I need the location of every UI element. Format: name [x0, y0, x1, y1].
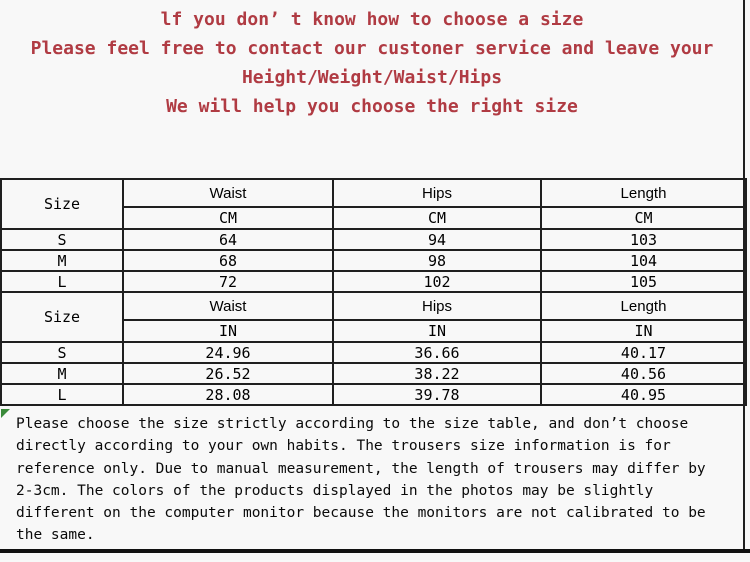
value-cell: 40.17 — [540, 341, 747, 364]
waist-header: Waist — [122, 291, 334, 321]
value-cell: 102 — [332, 270, 542, 293]
table-row: L 72 102 105 — [0, 270, 747, 293]
disclaimer-line-5: different on the computer monitor becaus… — [16, 505, 706, 522]
size-cell: L — [0, 383, 124, 406]
waist-header: Waist — [122, 178, 334, 208]
size-corner-cell: Size — [0, 291, 124, 343]
unit-cell: CM — [332, 206, 542, 230]
hips-header: Hips — [332, 291, 542, 321]
notice-line-1: lf you don’ t know how to choose a size — [160, 9, 584, 30]
value-cell: 104 — [540, 249, 747, 272]
value-cell: 28.08 — [122, 383, 334, 406]
unit-cell: CM — [540, 206, 747, 230]
cell-error-triangle-icon — [1, 409, 10, 418]
size-cell: L — [0, 270, 124, 293]
size-cell: S — [0, 341, 124, 364]
size-cell: S — [0, 228, 124, 251]
value-cell: 24.96 — [122, 341, 334, 364]
value-cell: 105 — [540, 270, 747, 293]
table-row: S 64 94 103 — [0, 228, 747, 251]
disclaimer-line-2: directly according to your own habits. T… — [16, 438, 671, 455]
size-cell: M — [0, 362, 124, 385]
bottom-border-line — [0, 549, 750, 553]
table-row: Size Waist Hips Length — [0, 178, 747, 230]
disclaimer-line-4: 2-3cm. The colors of the products displa… — [16, 482, 654, 499]
unit-cell: IN — [122, 319, 334, 343]
disclaimer-line-3: reference only. Due to manual measuremen… — [16, 460, 706, 477]
notice-line-2: Please feel free to contact our custoner… — [30, 38, 714, 59]
size-table: Size Waist Hips Length CM CM CM S 64 94 … — [0, 178, 747, 406]
table-row: IN IN IN — [1, 319, 747, 343]
value-cell: 68 — [122, 249, 334, 272]
value-cell: 64 — [122, 228, 334, 251]
unit-cell: CM — [122, 206, 334, 230]
contact-notice: lf you don’ t know how to choose a size … — [0, 5, 744, 121]
size-cell: M — [0, 249, 124, 272]
value-cell: 72 — [122, 270, 334, 293]
value-cell: 36.66 — [332, 341, 542, 364]
notice-line-3: Height/Weight/Waist/Hips — [241, 67, 503, 88]
table-row: M 26.52 38.22 40.56 — [0, 362, 747, 385]
value-cell: 103 — [540, 228, 747, 251]
table-row: Size Waist Hips Length — [0, 291, 747, 343]
size-corner-cell: Size — [0, 178, 124, 230]
value-cell: 39.78 — [332, 383, 542, 406]
length-header: Length — [540, 178, 747, 208]
table-row: L 28.08 39.78 40.95 — [0, 383, 747, 406]
value-cell: 38.22 — [332, 362, 542, 385]
unit-cell: IN — [540, 319, 747, 343]
disclaimer-line-6: the same. — [16, 527, 95, 544]
table-row: CM CM CM — [1, 206, 747, 230]
size-disclaimer: Please choose the size strictly accordin… — [0, 408, 744, 547]
hips-header: Hips — [332, 178, 542, 208]
value-cell: 40.56 — [540, 362, 747, 385]
value-cell: 26.52 — [122, 362, 334, 385]
value-cell: 40.95 — [540, 383, 747, 406]
value-cell: 94 — [332, 228, 542, 251]
value-cell: 98 — [332, 249, 542, 272]
unit-cell: IN — [332, 319, 542, 343]
notice-line-4: We will help you choose the right size — [166, 96, 578, 117]
disclaimer-line-1: Please choose the size strictly accordin… — [16, 416, 689, 432]
table-row: M 68 98 104 — [0, 249, 747, 272]
length-header: Length — [540, 291, 747, 321]
table-row: S 24.96 36.66 40.17 — [0, 341, 747, 364]
